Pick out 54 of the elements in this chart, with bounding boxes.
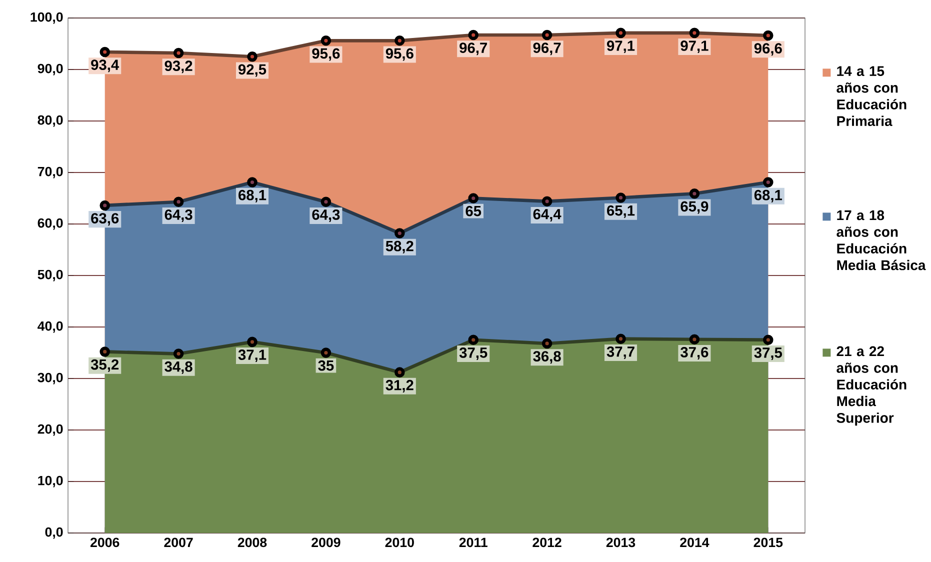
data-label: 34,8 — [164, 361, 192, 374]
data-label: 35,2 — [90, 359, 119, 372]
data-label: 96,7 — [533, 42, 561, 56]
x-tick-label: 2013 — [606, 538, 636, 548]
data-label: 65,9 — [680, 201, 708, 214]
data-label: 64,4 — [533, 208, 562, 222]
legend-label: 21 a 22 años con Educación Media Superior — [836, 346, 906, 426]
data-label: 92,5 — [238, 64, 266, 77]
data-label: 97,1 — [680, 40, 708, 54]
data-label: 93,4 — [91, 60, 120, 72]
x-tick-label: 2014 — [680, 538, 710, 548]
data-label: 37,6 — [680, 346, 708, 360]
legend-label: 17 a 18 años con Educación Media Básica — [836, 210, 926, 270]
y-tick-label: 20,0 — [38, 424, 63, 436]
data-label: 58,2 — [386, 240, 414, 254]
x-tick-label: 2007 — [164, 538, 193, 548]
y-tick-label: 60,0 — [38, 218, 63, 230]
data-label: 96,6 — [754, 43, 782, 56]
data-label: 64,3 — [312, 209, 340, 222]
y-tick-label: 30,0 — [38, 372, 63, 384]
data-label: 65 — [466, 206, 482, 216]
x-tick-label: 2011 — [459, 538, 488, 548]
x-tick-label: 2009 — [312, 538, 340, 548]
data-label: 68,1 — [754, 190, 782, 202]
y-tick-label: 80,0 — [38, 115, 63, 127]
data-label: 65,1 — [607, 205, 635, 218]
y-tick-label: 40,0 — [38, 321, 63, 333]
data-label: 37,1 — [238, 350, 266, 362]
data-label: 68,1 — [238, 190, 266, 202]
x-tick-label: 2012 — [532, 538, 562, 548]
data-label: 36,8 — [533, 351, 561, 364]
data-label: 95,6 — [312, 48, 340, 61]
x-tick-label: 2006 — [90, 538, 120, 548]
y-tick-label: 0,0 — [45, 527, 63, 539]
data-label: 35 — [318, 360, 334, 371]
data-label: 37,7 — [606, 346, 634, 359]
y-tick-label: 10,0 — [38, 476, 63, 488]
data-label: 37,5 — [459, 347, 488, 360]
x-tick-label: 2015 — [754, 538, 783, 548]
data-label: 93,2 — [164, 60, 192, 74]
y-tick-label: 50,0 — [38, 270, 63, 282]
data-label: 97,1 — [606, 40, 635, 54]
data-label: 95,6 — [386, 48, 414, 61]
y-tick-label: 90,0 — [38, 64, 63, 76]
data-label: 63,6 — [91, 213, 119, 226]
y-tick-label: 100,0 — [30, 12, 63, 24]
y-tick-label: 70,0 — [38, 166, 63, 178]
data-label: 31,2 — [386, 380, 414, 392]
legend-label: 14 a 15 años con Educación Primaria — [836, 66, 906, 126]
data-label: 96,7 — [460, 42, 487, 56]
x-tick-label: 2008 — [238, 538, 267, 548]
x-tick-label: 2010 — [385, 538, 414, 548]
data-label: 64,3 — [164, 209, 192, 222]
data-label: 37,5 — [754, 347, 782, 360]
